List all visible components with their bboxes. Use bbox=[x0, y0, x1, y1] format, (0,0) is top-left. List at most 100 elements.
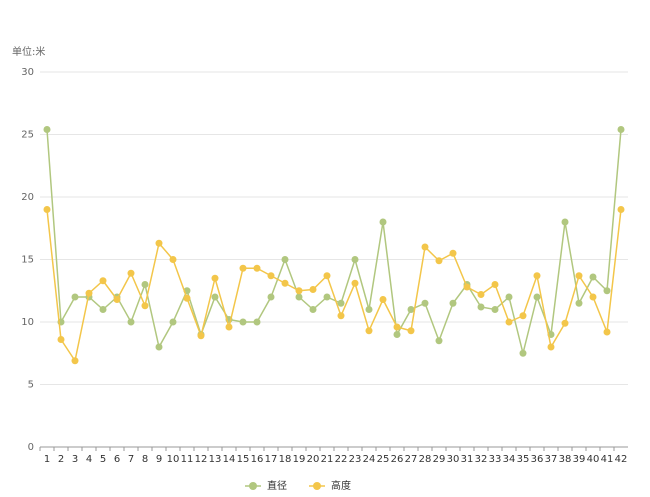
data-point bbox=[141, 281, 149, 288]
data-point bbox=[617, 126, 625, 133]
y-tick-label: 25 bbox=[21, 130, 34, 141]
data-point bbox=[99, 306, 107, 313]
data-point bbox=[407, 327, 415, 335]
data-point bbox=[127, 269, 135, 277]
data-point bbox=[365, 306, 373, 313]
data-point bbox=[239, 264, 247, 272]
x-tick-label: 13 bbox=[209, 454, 222, 465]
data-point bbox=[211, 274, 219, 282]
x-tick-label: 22 bbox=[335, 454, 348, 465]
x-tick-label: 28 bbox=[419, 454, 432, 465]
data-point bbox=[141, 302, 149, 310]
data-point bbox=[533, 293, 541, 301]
data-point bbox=[43, 206, 51, 213]
data-point bbox=[225, 323, 233, 331]
x-tick-label: 18 bbox=[279, 454, 292, 465]
data-point bbox=[43, 126, 51, 133]
data-point bbox=[421, 299, 429, 307]
data-point bbox=[477, 303, 485, 311]
legend-label[interactable]: 直径 bbox=[267, 479, 287, 492]
data-point bbox=[309, 286, 317, 293]
data-point bbox=[337, 299, 345, 307]
data-point bbox=[351, 279, 359, 287]
data-point bbox=[267, 293, 275, 301]
legend-marker[interactable] bbox=[249, 482, 257, 490]
data-point bbox=[575, 272, 583, 280]
series-line bbox=[46, 209, 622, 363]
x-tick-label: 41 bbox=[601, 454, 614, 465]
data-point bbox=[589, 273, 597, 281]
x-tick-label: 21 bbox=[321, 454, 334, 465]
x-tick-label: 14 bbox=[223, 454, 236, 465]
data-point bbox=[547, 343, 555, 351]
data-point bbox=[211, 293, 219, 301]
x-tick-label: 16 bbox=[251, 454, 264, 465]
data-point bbox=[365, 327, 373, 335]
data-point bbox=[519, 312, 527, 320]
x-tick-label: 27 bbox=[405, 454, 418, 465]
legend-marker[interactable] bbox=[313, 482, 321, 490]
data-point bbox=[197, 332, 205, 340]
x-tick-label: 40 bbox=[587, 454, 600, 465]
y-tick-label: 30 bbox=[21, 67, 34, 78]
legend-label[interactable]: 高度 bbox=[331, 479, 351, 492]
data-point bbox=[575, 299, 583, 307]
data-point bbox=[421, 243, 429, 251]
y-tick-label: 10 bbox=[21, 317, 34, 328]
data-point bbox=[617, 206, 625, 213]
data-point bbox=[57, 336, 65, 343]
x-tick-label: 32 bbox=[475, 454, 488, 465]
data-point bbox=[561, 218, 569, 226]
data-point bbox=[253, 264, 261, 272]
x-tick-label: 26 bbox=[391, 454, 404, 465]
x-tick-label: 42 bbox=[615, 454, 628, 465]
y-axis-label: 单位:米 bbox=[12, 45, 45, 58]
x-tick-label: 1 bbox=[44, 454, 50, 465]
x-tick-label: 6 bbox=[114, 454, 120, 465]
data-point bbox=[99, 277, 107, 285]
data-point bbox=[449, 299, 457, 307]
data-point bbox=[267, 272, 275, 280]
x-tick-label: 38 bbox=[559, 454, 572, 465]
data-point bbox=[155, 239, 163, 247]
x-tick-label: 33 bbox=[489, 454, 502, 465]
data-point bbox=[281, 279, 289, 287]
data-point bbox=[379, 218, 387, 226]
data-point bbox=[589, 293, 597, 301]
data-point bbox=[309, 306, 317, 313]
x-tick-label: 30 bbox=[447, 454, 460, 465]
data-point bbox=[561, 319, 569, 327]
x-tick-label: 37 bbox=[545, 454, 558, 465]
data-point bbox=[435, 337, 443, 345]
x-tick-label: 8 bbox=[142, 454, 148, 465]
data-point bbox=[183, 294, 191, 302]
data-point bbox=[85, 289, 93, 297]
data-point bbox=[169, 318, 177, 326]
x-tick-label: 23 bbox=[349, 454, 362, 465]
x-tick-label: 31 bbox=[461, 454, 474, 465]
data-point bbox=[351, 256, 359, 263]
data-point bbox=[323, 293, 331, 301]
x-tick-label: 3 bbox=[72, 454, 78, 465]
data-point bbox=[491, 306, 499, 313]
x-tick-label: 34 bbox=[503, 454, 516, 465]
data-point bbox=[407, 306, 415, 313]
y-tick-label: 5 bbox=[28, 380, 34, 391]
data-point bbox=[491, 281, 499, 288]
x-tick-label: 35 bbox=[517, 454, 530, 465]
x-tick-label: 9 bbox=[156, 454, 162, 465]
data-point bbox=[113, 296, 121, 303]
x-tick-label: 39 bbox=[573, 454, 586, 465]
x-tick-label: 2 bbox=[58, 454, 64, 465]
data-point bbox=[253, 318, 261, 326]
data-point bbox=[393, 331, 401, 338]
series-line bbox=[46, 129, 622, 354]
x-tick-label: 11 bbox=[181, 454, 194, 465]
data-point bbox=[533, 272, 541, 280]
x-tick-label: 15 bbox=[237, 454, 250, 465]
x-tick-label: 12 bbox=[195, 454, 208, 465]
y-tick-label: 20 bbox=[21, 192, 34, 203]
data-point bbox=[337, 312, 345, 320]
x-tick-label: 36 bbox=[531, 454, 544, 465]
